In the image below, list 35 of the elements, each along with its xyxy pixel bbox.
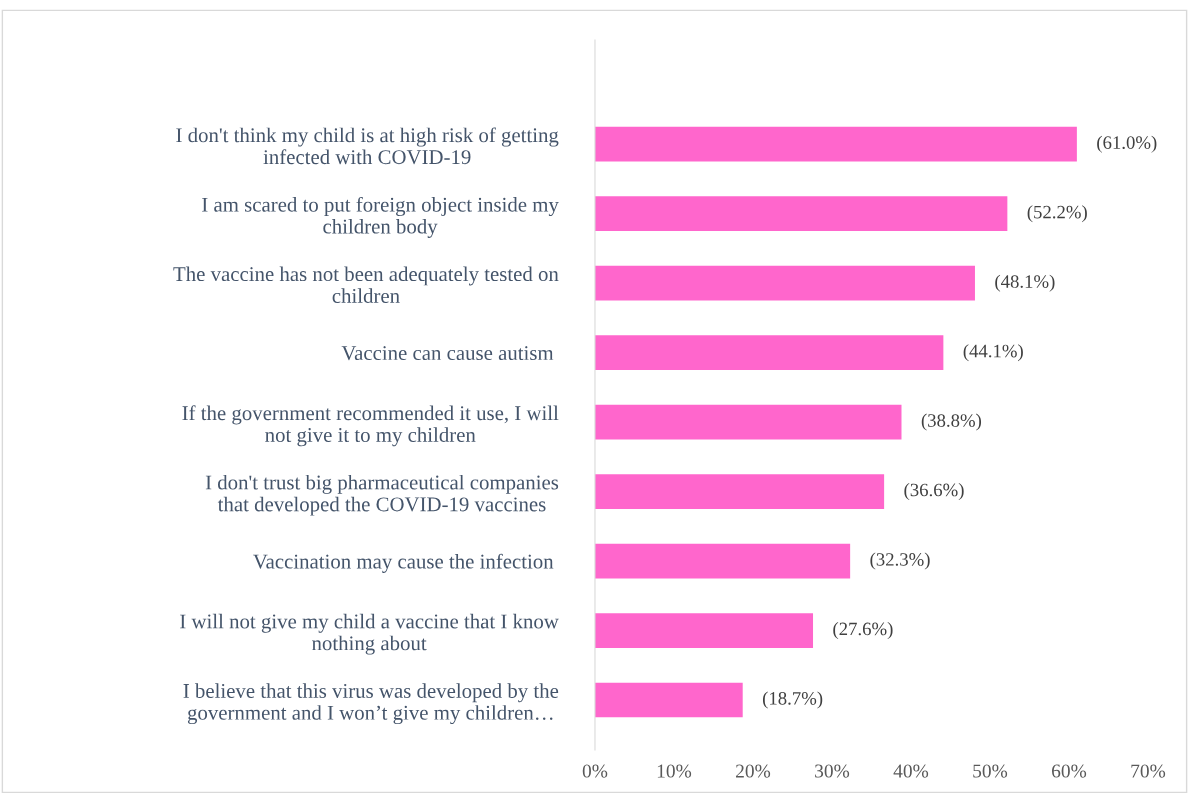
data-label: (18.7%) [762, 691, 823, 709]
x-tick-label: 10% [657, 764, 692, 778]
data-label: (38.8%) [921, 413, 982, 431]
bar [594, 613, 814, 648]
data-label: (52.2%) [1027, 205, 1087, 223]
x-tick-label: 70% [1131, 764, 1166, 778]
x-tick-label: 30% [815, 764, 850, 778]
bar [594, 682, 743, 718]
y-tick-label: If the government recommended it use, I will not give it to my children [182, 405, 559, 447]
data-label: (44.1%) [963, 344, 1023, 362]
y-tick-label: Vaccination may cause the infection [253, 553, 554, 573]
bar [594, 335, 944, 371]
data-label: (61.0%) [1097, 135, 1157, 153]
bar [594, 404, 902, 440]
bar [594, 543, 851, 579]
x-tick-label: 50% [973, 764, 1008, 778]
data-label: (36.6%) [904, 483, 964, 501]
y-tick-label: I don't trust big pharmaceutical companies that developed the COVID-19 vaccines [205, 474, 559, 516]
data-label: (32.3%) [870, 552, 930, 570]
bar [594, 474, 885, 509]
x-tick-label: 0% [582, 764, 608, 778]
x-tick-label: 20% [736, 764, 771, 778]
x-tick-label: 40% [893, 764, 929, 778]
y-tick-label: I don't think my child is at high risk of getting infected with COVID-19 [176, 127, 559, 165]
y-tick-label: I am scared to put foreign object inside my children body [202, 196, 559, 238]
y-tick-label: The vaccine has not been adequately tested on children [173, 266, 559, 303]
y-tick-label: Vaccine can cause autism [341, 346, 554, 361]
bar [594, 126, 1077, 162]
y-tick-label: I will not give my child a vaccine that I know nothing about [180, 613, 559, 655]
x-tick-label: 60% [1051, 764, 1087, 778]
y-tick-label: I believe that this virus was developed by the government and I won’t give my children… [183, 683, 559, 725]
data-label: (48.1%) [995, 274, 1055, 292]
bar [594, 196, 1008, 232]
data-label: (27.6%) [833, 622, 893, 640]
bar [594, 265, 975, 301]
